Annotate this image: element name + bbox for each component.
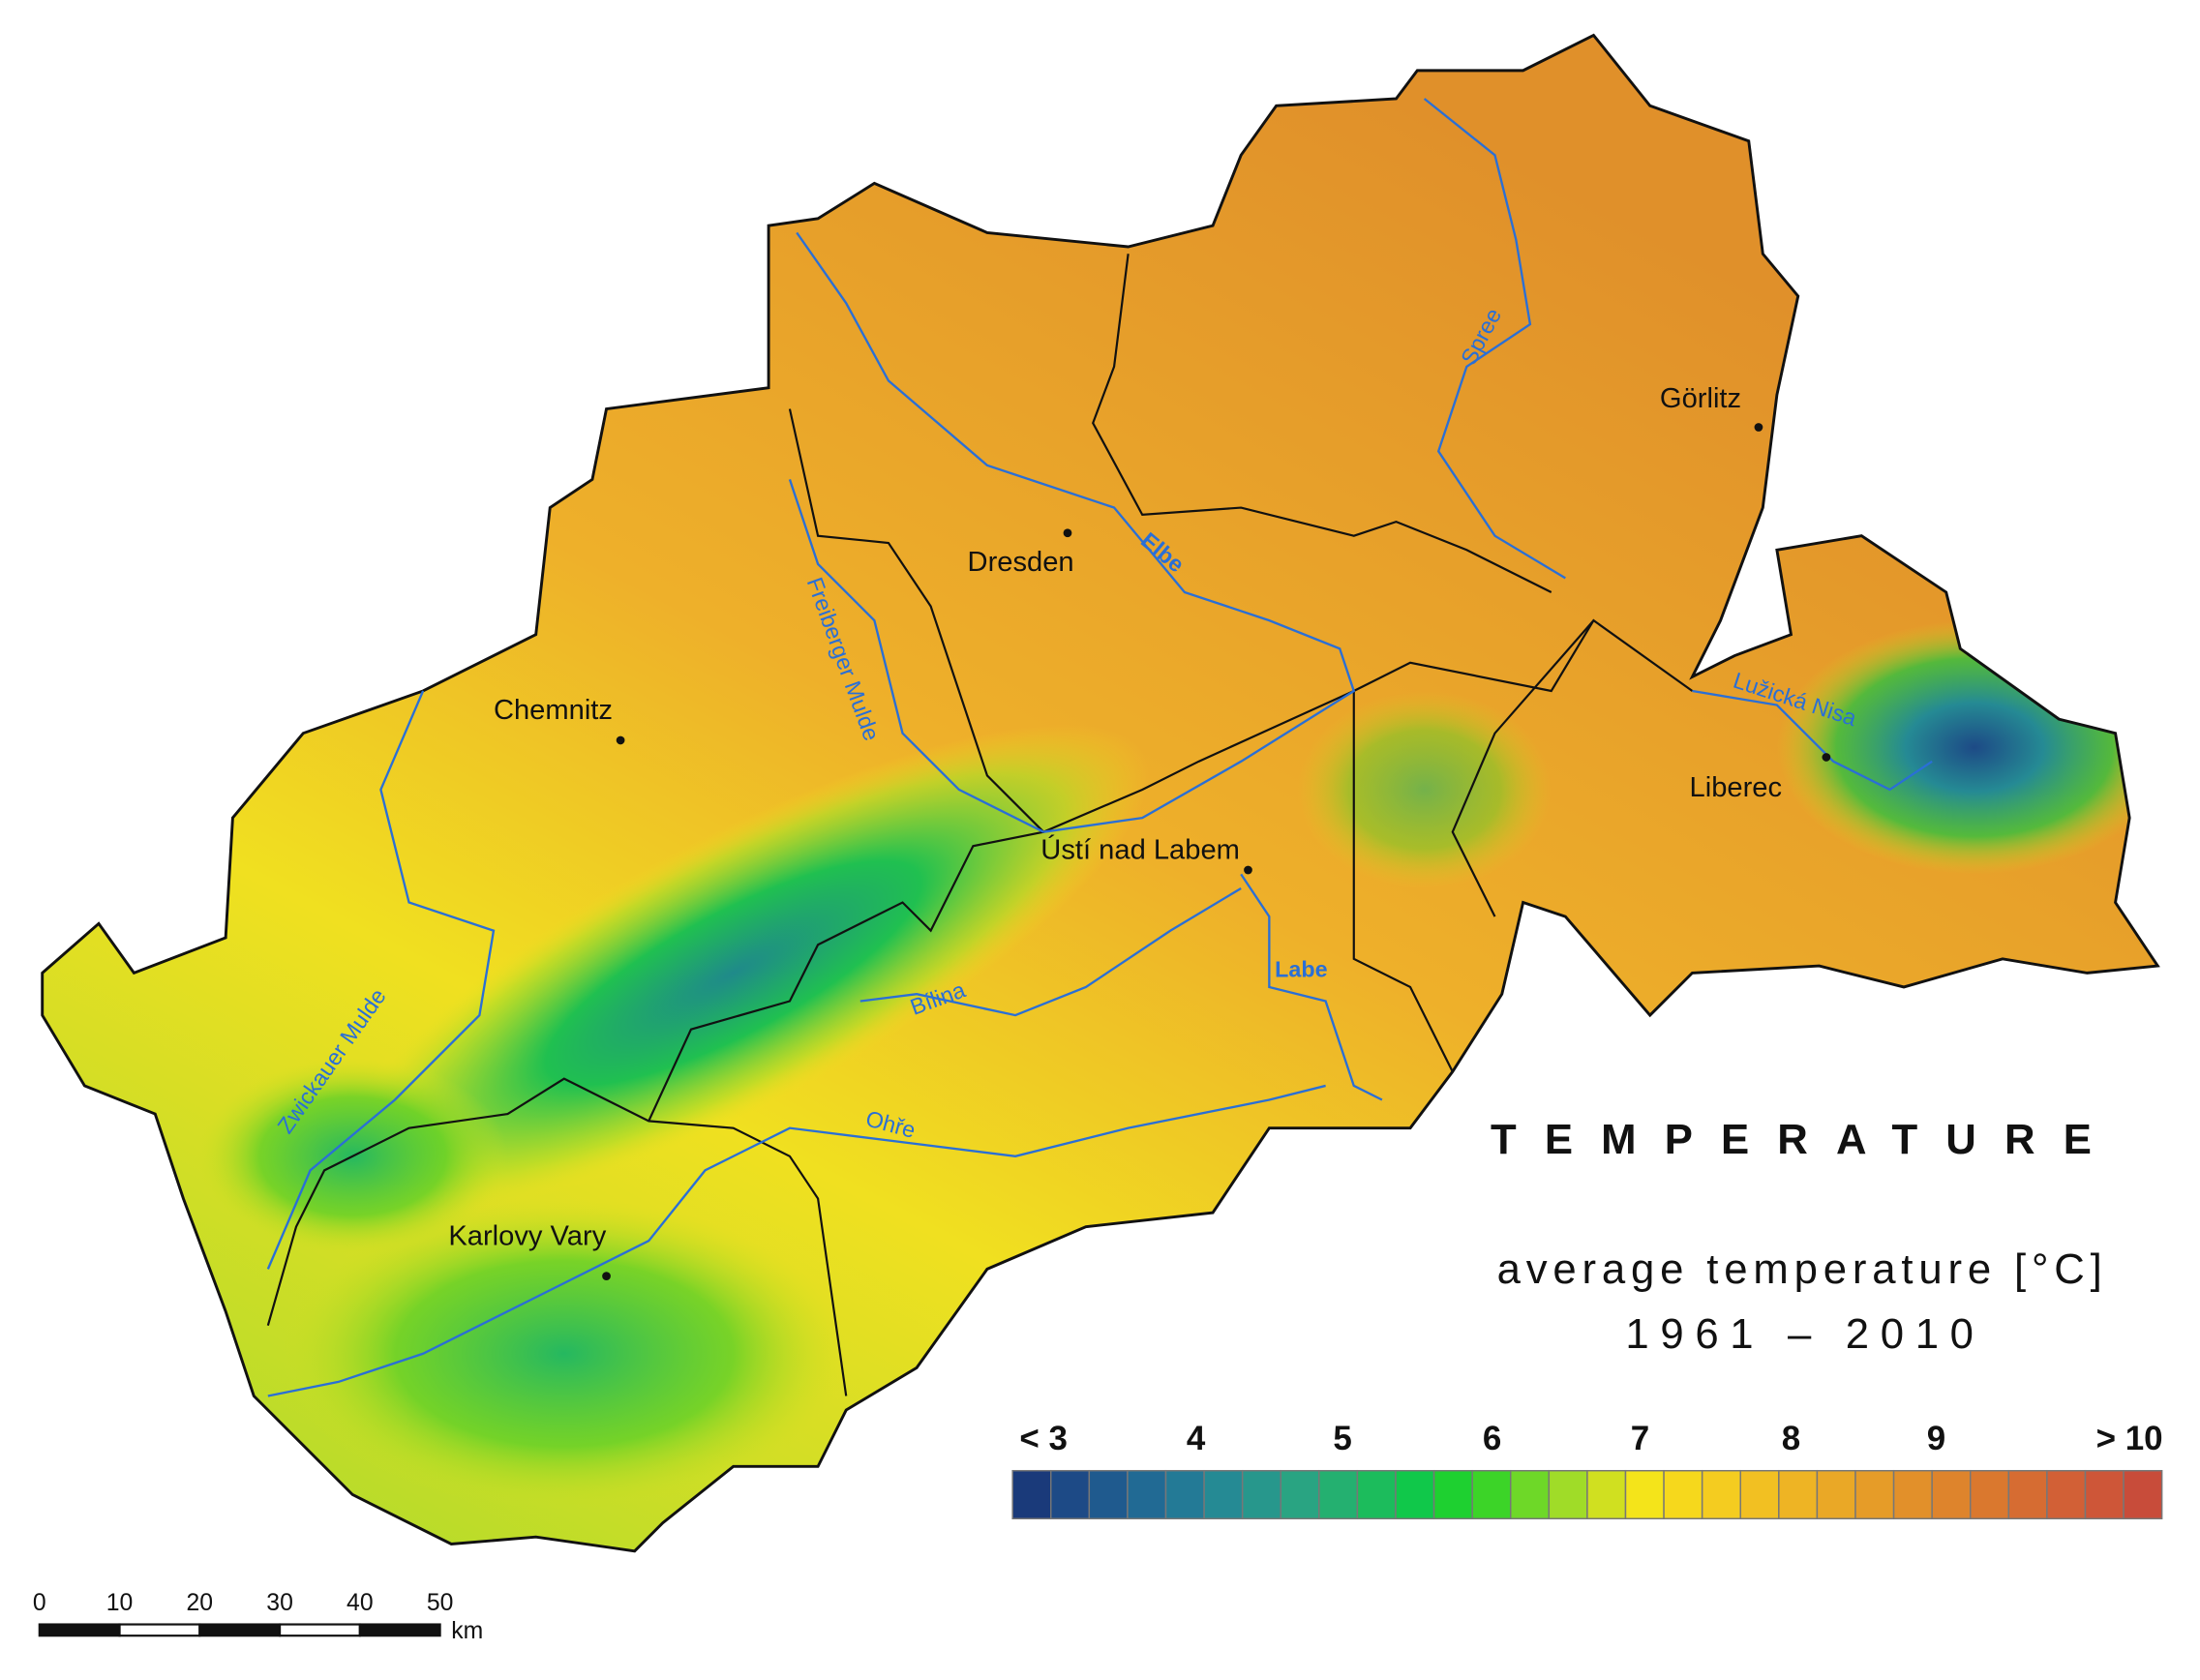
- legend-swatch: [1892, 1469, 1933, 1519]
- city-label: Liberec: [1690, 772, 1783, 803]
- legend-swatch: [1088, 1469, 1129, 1519]
- scale-tick-label: 0: [33, 1590, 46, 1616]
- scale-unit: km: [451, 1618, 483, 1644]
- legend-swatch: [1280, 1469, 1320, 1519]
- legend-swatch: [2046, 1469, 2087, 1519]
- legend-swatch: [1050, 1469, 1091, 1519]
- city-dot: [1244, 865, 1252, 875]
- legend: < 3 4 5 6 7 8 9 > 10: [1011, 1420, 2163, 1519]
- scale-tick-label: 40: [347, 1590, 374, 1616]
- period: 1961 – 2010: [1625, 1310, 1984, 1358]
- legend-swatch: [2007, 1469, 2048, 1519]
- legend-label: 4: [1187, 1420, 1206, 1457]
- legend-swatch: [1356, 1469, 1397, 1519]
- city-label: Görlitz: [1660, 383, 1741, 414]
- legend-label: 5: [1333, 1420, 1351, 1457]
- scale-segment: [198, 1623, 282, 1637]
- city-label: Karlovy Vary: [448, 1221, 606, 1252]
- city-label: Chemnitz: [494, 695, 613, 726]
- legend-swatch: [1931, 1469, 1972, 1519]
- city-dot: [602, 1272, 611, 1281]
- city-label: Dresden: [968, 547, 1074, 578]
- city-dot: [1754, 423, 1763, 432]
- legend-label: 8: [1782, 1420, 1800, 1457]
- scale-segment: [358, 1623, 441, 1637]
- legend-swatch: [1164, 1469, 1205, 1519]
- legend-label: < 3: [1019, 1420, 1068, 1457]
- legend-label: > 10: [2096, 1420, 2163, 1457]
- legend-swatch: [1510, 1469, 1551, 1519]
- scale-segment: [38, 1623, 121, 1637]
- cities: Chemnitz Dresden Görlitz Liberec Ústí na…: [448, 383, 1831, 1281]
- legend-swatch: [1471, 1469, 1512, 1519]
- legend-swatch: [1203, 1469, 1244, 1519]
- legend-swatch: [1701, 1469, 1741, 1519]
- legend-swatch: [1586, 1469, 1627, 1519]
- legend-swatch: [1854, 1469, 1895, 1519]
- legend-swatch: [1241, 1469, 1281, 1519]
- legend-swatch: [1011, 1469, 1052, 1519]
- legend-swatch: [1127, 1469, 1167, 1519]
- city-dot: [1063, 528, 1072, 538]
- legend-swatch: [1548, 1469, 1588, 1519]
- city-label: Ústí nad Labem: [1040, 833, 1240, 865]
- legend-swatch: [1663, 1469, 1703, 1519]
- legend-label: 7: [1631, 1420, 1649, 1457]
- scale-tick-label: 10: [106, 1590, 134, 1616]
- scale-tick-label: 30: [266, 1590, 293, 1616]
- city-dot: [1822, 753, 1831, 762]
- legend-label: 6: [1483, 1420, 1501, 1457]
- scale-tick-label: 50: [427, 1590, 454, 1616]
- legend-swatch: [2123, 1469, 2163, 1519]
- title: TEMPERATURE: [1491, 1116, 2120, 1163]
- scale-segment: [118, 1623, 201, 1637]
- legend-swatch: [1395, 1469, 1435, 1519]
- legend-swatch: [1970, 1469, 2010, 1519]
- legend-swatch: [1816, 1469, 1856, 1519]
- legend-swatch: [1624, 1469, 1665, 1519]
- river-label: Labe: [1275, 957, 1327, 982]
- legend-swatch: [1778, 1469, 1819, 1519]
- rivers: [266, 98, 1933, 1397]
- legend-swatch: [1318, 1469, 1359, 1519]
- scale-tick-label: 20: [187, 1590, 214, 1616]
- city-dot: [616, 735, 625, 745]
- subtitle: average temperature [°C]: [1497, 1245, 2108, 1293]
- legend-swatch: [1432, 1469, 1473, 1519]
- legend-label: 9: [1927, 1420, 1945, 1457]
- scale-segment: [278, 1623, 361, 1637]
- legend-swatch: [1739, 1469, 1780, 1519]
- legend-swatch: [2084, 1469, 2125, 1519]
